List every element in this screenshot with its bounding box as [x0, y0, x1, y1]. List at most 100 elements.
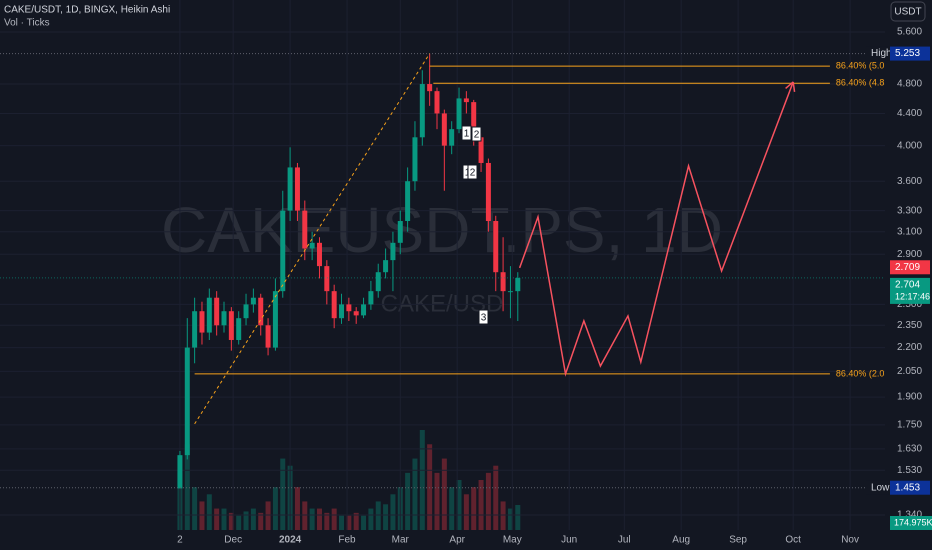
x-tick-label: Nov	[841, 535, 859, 546]
candle-body	[441, 113, 447, 146]
indicator-line: Vol · Ticks	[4, 18, 50, 29]
y-tick-label: 4.400	[897, 108, 922, 119]
y-tick-label: 1.630	[897, 444, 922, 455]
symbol-line: CAKE/USDT, 1D, BINGX, Heikin Ashi	[4, 5, 170, 16]
volume-bar	[265, 501, 271, 530]
arrow-head	[785, 81, 794, 90]
wave-label-box	[478, 309, 489, 325]
volume-label-box	[890, 516, 932, 530]
candle-body	[515, 277, 521, 292]
arrow-head	[792, 81, 796, 92]
candle-body	[478, 137, 484, 163]
y-tick-label: 3.300	[897, 205, 922, 216]
volume-bar	[272, 487, 278, 530]
volume-bar	[199, 501, 205, 530]
price-label-box	[890, 260, 930, 275]
volume-bar	[214, 508, 220, 530]
volume-bar	[456, 480, 462, 530]
volume-bar	[309, 508, 315, 530]
x-tick-label: Feb	[338, 535, 356, 546]
watermark: CAKEUSDT.PS, 1D	[161, 194, 723, 266]
y-tick-label: 2.050	[897, 366, 922, 377]
volume-bar	[507, 508, 513, 530]
wave-label-box	[471, 126, 482, 142]
high-tag: High	[871, 48, 892, 59]
candle-body	[236, 318, 242, 340]
candle-body	[463, 98, 469, 103]
volume-bar	[221, 508, 227, 530]
volume-bar	[236, 515, 242, 530]
volume-bar	[346, 515, 352, 530]
price-axis	[885, 0, 932, 550]
x-tick-label: Dec	[224, 535, 242, 546]
candle-body	[368, 291, 374, 305]
price-label-box	[890, 277, 930, 304]
high-value-box	[890, 46, 930, 61]
candle-body	[324, 266, 330, 292]
volume-bar	[478, 480, 484, 530]
candle-body	[192, 311, 198, 348]
volume-bar	[493, 465, 499, 530]
volume-bar	[515, 505, 521, 530]
volume-bar	[228, 512, 234, 530]
candle-body	[471, 102, 477, 138]
price-label: 2.709	[895, 262, 920, 273]
x-tick-label: Sep	[729, 535, 747, 546]
candle-body	[294, 167, 300, 211]
y-tick-label: 2.350	[897, 320, 922, 331]
time-axis	[0, 530, 932, 550]
x-tick-label: 2	[177, 535, 183, 546]
currency-button[interactable]	[890, 1, 926, 22]
y-tick-label: 1.750	[897, 420, 922, 431]
candle-body	[280, 210, 286, 292]
trend-line	[194, 53, 431, 425]
volume-bar	[449, 487, 455, 530]
volume-bar	[316, 508, 322, 530]
candle-body	[243, 304, 249, 319]
candle-body	[206, 297, 212, 333]
wave-label: 3	[481, 313, 487, 324]
fib-label: 86.40% (2.035) -	[836, 368, 903, 378]
volume-bar	[280, 458, 286, 530]
candle-body	[221, 311, 227, 326]
x-tick-label: May	[503, 535, 522, 546]
candle-body	[456, 98, 462, 130]
volume-bar	[302, 501, 308, 530]
candle-body	[493, 221, 499, 273]
volume-bar	[463, 494, 469, 530]
x-tick-label: Oct	[785, 535, 801, 546]
plot-layer: 86.40% (5.061) - 86.40% (4.812) - 86.40% (…	[0, 53, 903, 489]
candle-body	[353, 311, 359, 316]
volume-bar	[243, 511, 249, 530]
candle-body	[500, 272, 506, 292]
x-tick-label: 2024	[279, 535, 302, 546]
candle-body	[361, 304, 367, 316]
price-label: 2.704	[895, 280, 920, 291]
volume-bar	[412, 458, 418, 530]
y-tick-label: 3.100	[897, 226, 922, 237]
volume-bar	[485, 472, 491, 530]
low-tag: Low	[871, 482, 890, 493]
volume-bar	[258, 512, 264, 530]
x-tick-label: Jun	[561, 535, 577, 546]
y-tick-label: 3.600	[897, 176, 922, 187]
candle-body	[434, 91, 440, 114]
x-tick-label: Mar	[392, 535, 410, 546]
candle-body	[419, 84, 425, 138]
volume-bar	[419, 430, 425, 530]
volume-bar	[368, 508, 374, 530]
candle-body	[427, 84, 433, 92]
fib-label: 86.40% (4.812) -	[836, 78, 903, 88]
projection-path	[518, 81, 794, 377]
candle-body	[258, 297, 264, 326]
candle-body	[228, 311, 234, 340]
currency-button-label[interactable]: USDT	[894, 7, 921, 18]
volume-bar	[250, 508, 256, 530]
y-tick-label: 4.800	[897, 79, 922, 90]
y-tick-label: 2.200	[897, 342, 922, 353]
high-value: 5.253	[895, 48, 920, 59]
candle-body	[331, 291, 337, 319]
wave-label: 2	[474, 130, 480, 141]
volume-bar	[390, 494, 396, 530]
y-tick-label: 1.530	[897, 465, 922, 476]
